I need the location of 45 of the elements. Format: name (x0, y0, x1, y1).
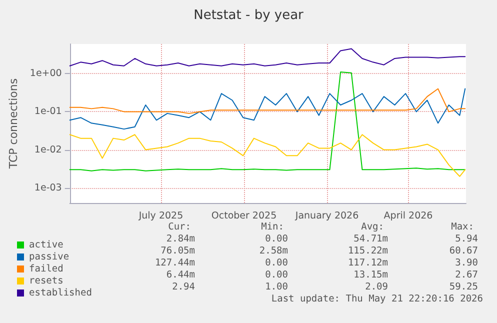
text: 76.05m (160, 246, 196, 256)
text: 2.09 (365, 282, 388, 292)
text: 117.12m (348, 258, 388, 268)
y-tick-label: 1e-01 (34, 106, 62, 118)
legend-label: established (29, 288, 92, 298)
text: 2.84m (166, 234, 196, 244)
text: 54.71m (354, 234, 388, 244)
y-tick-label: 1e-03 (34, 182, 62, 194)
x-tick-label: July 2025 (138, 210, 184, 222)
chart-title: Netstat - by year (194, 8, 304, 23)
text: Avg: (361, 222, 384, 232)
x-tick-label: October 2025 (211, 210, 277, 222)
legend-label: resets (29, 276, 64, 286)
text: 0.00 (265, 270, 288, 280)
text: 0.00 (265, 258, 288, 268)
legend-label: passive (29, 252, 70, 262)
line-series (69, 72, 466, 172)
text: 6.44m (166, 270, 196, 280)
y-tick-label: 1e+00 (30, 68, 62, 80)
text: 2.58m (259, 246, 288, 256)
line-series (69, 48, 466, 66)
line-series (69, 88, 466, 114)
y-tick-label: 1e-02 (34, 144, 62, 156)
text: 2.67 (455, 270, 478, 280)
legend-label: failed (29, 264, 64, 274)
text: 60.67 (449, 246, 478, 256)
text: 5.94 (455, 234, 478, 244)
text: 2.94 (172, 282, 196, 292)
y-axis-title: TCP connections (7, 78, 20, 170)
line-series (69, 134, 466, 177)
text: Cur: (168, 222, 192, 232)
text: 13.15m (354, 270, 388, 280)
text: 59.25 (449, 282, 478, 292)
text: 0.00 (265, 234, 288, 244)
text: Min: (261, 222, 284, 232)
text: 127.44m (154, 258, 196, 268)
x-tick-label: April 2026 (384, 210, 433, 222)
legend-label: active (29, 240, 64, 250)
text: Last update: Thu May 21 22:20:16 2026 (271, 294, 484, 304)
text: 1.00 (265, 282, 288, 292)
text: 3.90 (455, 258, 478, 268)
text: Max: (451, 222, 474, 232)
text: 115.22m (348, 246, 388, 256)
line-series (69, 88, 466, 130)
x-tick-label: January 2026 (294, 210, 359, 222)
